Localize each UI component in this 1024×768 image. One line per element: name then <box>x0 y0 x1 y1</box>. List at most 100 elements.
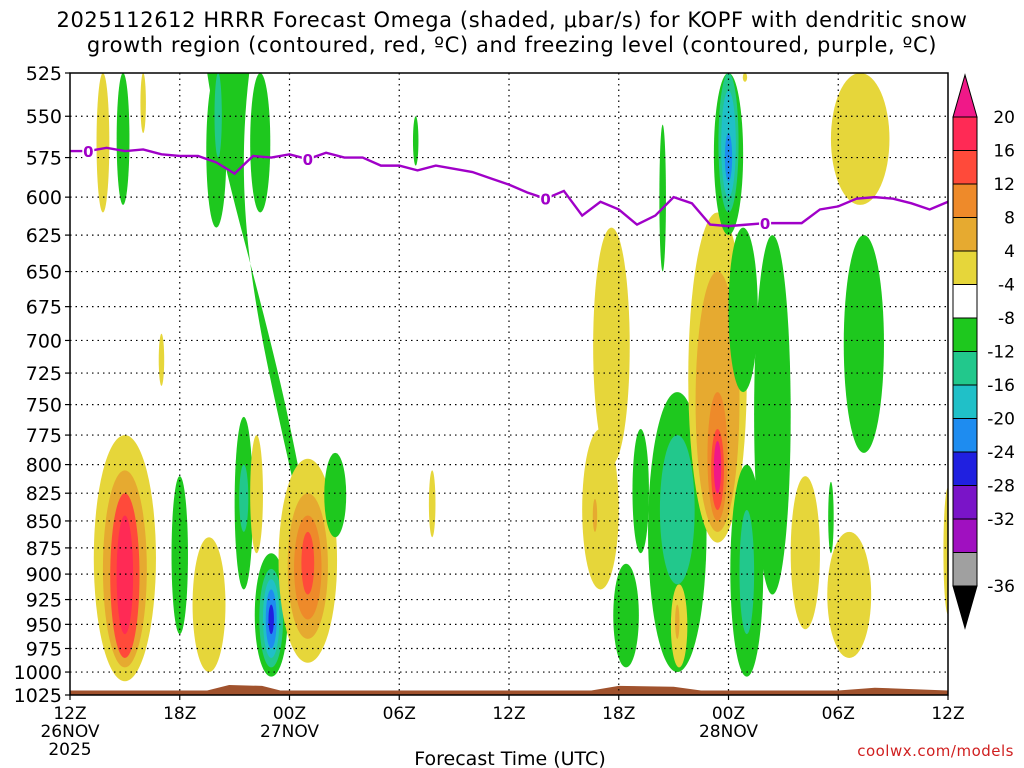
omega-positive-core-h-level-3 <box>301 531 315 595</box>
colorbar-bin-13 <box>952 552 978 587</box>
omega-positive-speck-k <box>428 470 436 538</box>
omega-positive-speck-a <box>158 333 165 386</box>
omega-negative-streak-u <box>728 227 758 393</box>
colorbar-bin-5 <box>952 284 978 319</box>
omega-positive-core-a-level-3 <box>116 515 134 635</box>
omega-negative-column-c-core <box>214 73 222 158</box>
colorbar-label-4: 4 <box>1004 242 1015 262</box>
x-tick-label-12: 00Z <box>273 704 306 724</box>
omega-negative-core-f-level-4 <box>268 604 274 635</box>
terrain-surface <box>70 684 948 695</box>
colorbar-bin-2 <box>952 183 978 218</box>
x-tick-label-18: 06Z <box>383 704 416 724</box>
omega-positive-blob-x <box>790 476 820 630</box>
y-tick-label-900: 900 <box>26 564 62 586</box>
chart-title-line-1: 2025112612 HRRR Forecast Omega (shaded, … <box>56 8 968 32</box>
x-tick-label-42: 06Z <box>822 704 855 724</box>
omega-positive-blob-m-core <box>592 498 598 532</box>
omega-negative-streak-top-a-level-0 <box>116 73 130 205</box>
y-tick-label-575: 575 <box>26 148 62 170</box>
colorbar-bottom-arrow <box>952 585 978 630</box>
colorbar-label-6: -8 <box>998 309 1015 329</box>
x-axis-label: Forecast Time (UTC) <box>414 748 605 768</box>
omega-positive-streak-g <box>250 435 263 554</box>
chart-title-line-2: growth region (contoured, red, ºC) and f… <box>86 33 938 57</box>
x-tick-date-12: 27NOV <box>260 722 319 742</box>
freezing-level-label-0: 0 <box>83 143 93 161</box>
omega-negative-column-aa <box>843 235 884 453</box>
freezing-level-label-1: 0 <box>303 151 313 169</box>
x-tick-label-36: 00Z <box>712 704 745 724</box>
axis-ticks: 525 550 575 600 625 650 675 700 725 750 775 800 825 8… <box>14 63 965 760</box>
colorbar-label-12: -32 <box>987 510 1015 530</box>
colorbar-bin-12 <box>952 518 978 553</box>
omega-negative-column-d <box>250 73 271 213</box>
omega-negative-speck-j <box>412 116 419 166</box>
y-tick-label-625: 625 <box>26 225 62 247</box>
freezing-label-bg-1 <box>301 150 314 168</box>
omega-positive-edge-dd <box>943 487 948 615</box>
colorbar-label-5: -4 <box>998 276 1015 296</box>
y-tick-label-675: 675 <box>26 297 62 319</box>
colorbar-label-10: -24 <box>987 443 1015 463</box>
y-tick-label-925: 925 <box>26 590 62 612</box>
y-tick-label-750: 750 <box>26 395 62 417</box>
x-tick-label-24: 12Z <box>492 704 525 724</box>
omega-positive-blob-m <box>582 429 619 590</box>
colorbar-label-9: -20 <box>987 410 1015 430</box>
omega-negative-blob-e-core <box>239 464 249 532</box>
colorbar-label-2: 12 <box>993 175 1015 195</box>
x-tick-label-0: 12Z <box>53 704 86 724</box>
x-tick-label-48: 12Z <box>931 704 964 724</box>
omega-negative-core-t-level-3 <box>724 132 733 182</box>
colorbar-label-13: -36 <box>987 577 1015 597</box>
y-tick-label-800: 800 <box>26 455 62 477</box>
omega-negative-blob-v-core <box>739 509 755 635</box>
y-tick-label-725: 725 <box>26 363 62 385</box>
omega-positive-blob-r-core <box>675 604 680 639</box>
omega-positive-blob-bb <box>830 73 890 205</box>
y-tick-label-825: 825 <box>26 483 62 505</box>
terrain-fill <box>70 684 948 695</box>
omega-negative-core-q-level-1 <box>659 435 695 585</box>
omega-negative-blob-i <box>324 452 347 538</box>
y-tick-label-1025: 1025 <box>14 685 62 707</box>
omega-negative-streak-p <box>659 124 666 272</box>
omega-negative-band-b <box>207 73 305 499</box>
dotted-gridlines <box>70 73 948 695</box>
omega-negative-blob-o <box>632 429 649 554</box>
colorbar-bin-1 <box>952 150 978 185</box>
omega-positive-core-s-level-4 <box>713 441 722 494</box>
colorbar-top-arrow <box>952 73 978 118</box>
omega-positive-column-l-level-0 <box>593 227 630 465</box>
freezing-level-label-3: 0 <box>760 215 770 233</box>
site-credit: coolwx.com/models <box>857 742 1014 760</box>
omega-negative-streak-a-level-0 <box>171 476 188 635</box>
freezing-label-bg-0 <box>82 142 95 160</box>
omega-positive-streak-top-b <box>140 73 146 133</box>
omega-positive-blob-b <box>192 537 226 673</box>
colorbar-label-1: 16 <box>993 142 1015 162</box>
colorbar-bin-9 <box>952 418 978 453</box>
freezing-level-line <box>70 146 948 228</box>
y-tick-label-775: 775 <box>26 425 62 447</box>
omega-shading <box>93 73 948 682</box>
omega-positive-blob-z <box>827 531 872 658</box>
colorbar-bin-3 <box>952 217 978 252</box>
colorbar-bin-4 <box>952 250 978 285</box>
colorbar-label-7: -12 <box>987 343 1015 363</box>
freezing-label-bg-3 <box>759 214 772 232</box>
omega-negative-speck-y <box>828 481 834 554</box>
y-tick-label-600: 600 <box>26 187 62 209</box>
x-tick-label-6: 18Z <box>163 704 196 724</box>
colorbar-label-0: 20 <box>993 108 1015 128</box>
x-tick-year-0: 2025 <box>48 740 91 760</box>
colorbar: 20 16 12 8 4 -4 -8 -12 -16 -20 -24 -28 -32 -36 <box>952 73 1015 630</box>
y-tick-label-1000: 1000 <box>14 662 62 684</box>
y-tick-label-975: 975 <box>26 639 62 661</box>
colorbar-bin-7 <box>952 351 978 386</box>
y-tick-label-650: 650 <box>26 262 62 284</box>
omega-positive-streak-top-a <box>96 73 110 213</box>
colorbar-label-11: -28 <box>987 477 1015 497</box>
